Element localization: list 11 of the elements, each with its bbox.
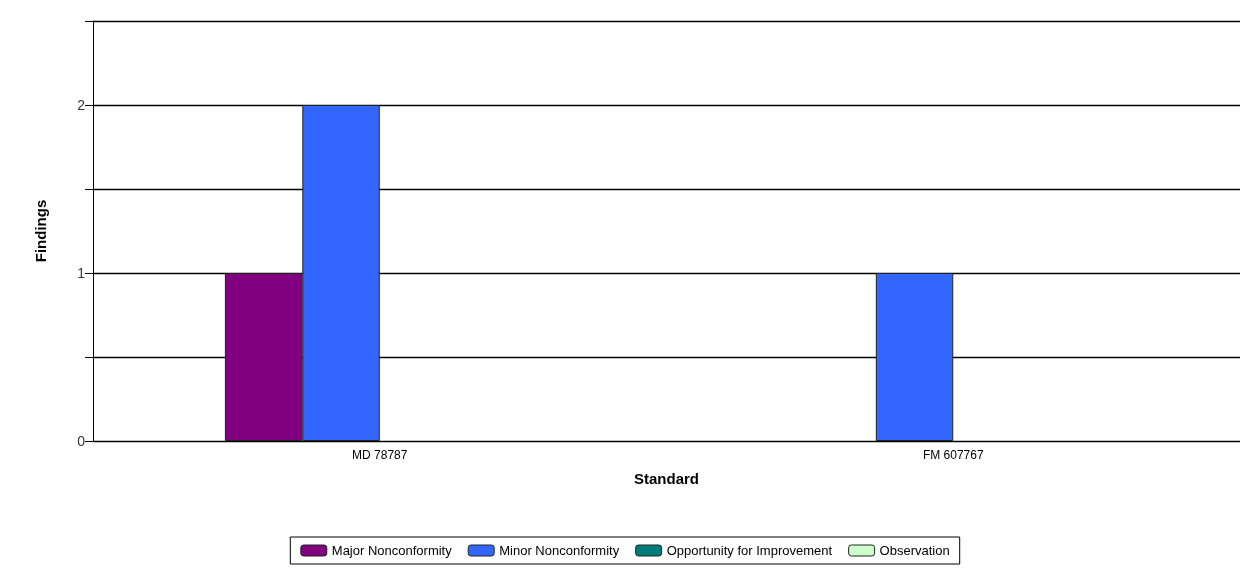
y-tick-label: 0	[77, 433, 86, 449]
x-axis-title: Standard	[633, 470, 700, 487]
y-axis-title: Findings	[32, 199, 49, 263]
legend-label: Opportunity for Improvement	[666, 543, 833, 558]
y-tick-label: 1	[77, 265, 86, 281]
legend-label: Observation	[879, 543, 950, 558]
x-tick-label: MD 78787	[352, 448, 408, 462]
legend-label: Major Nonconformity	[331, 543, 453, 558]
x-tick-label: FM 607767	[922, 448, 984, 462]
legend-label: Minor Nonconformity	[499, 543, 620, 558]
y-tick-label: 2	[77, 97, 86, 113]
